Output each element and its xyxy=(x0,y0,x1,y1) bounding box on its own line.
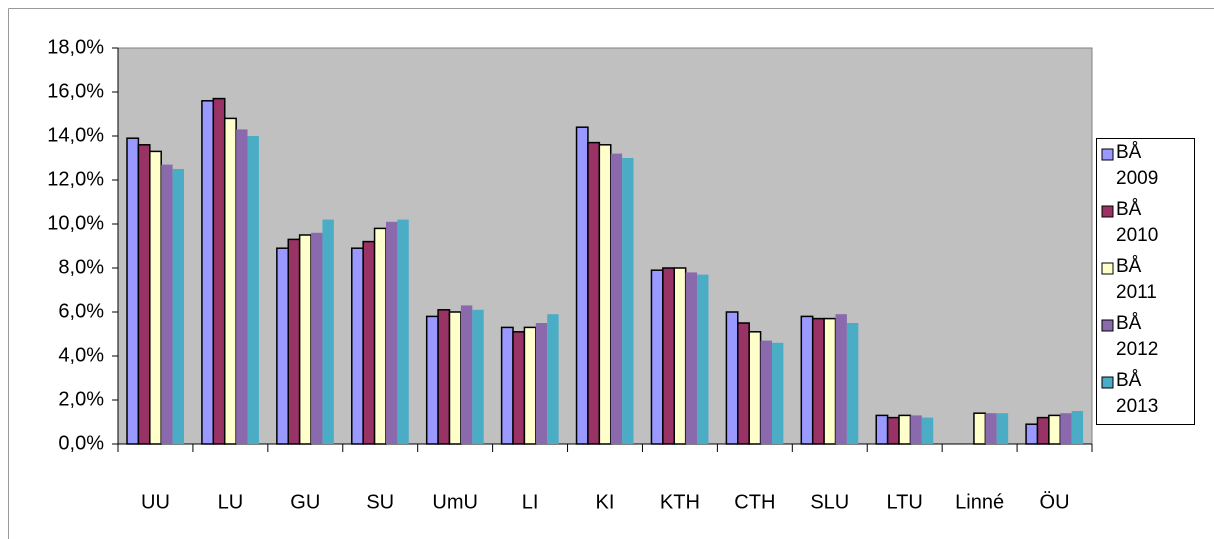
x-tick-label: UmU xyxy=(432,491,478,513)
bar xyxy=(587,141,601,445)
y-tick-label: 2,0% xyxy=(58,388,104,410)
bar xyxy=(748,331,762,445)
bar xyxy=(547,314,559,444)
bar xyxy=(650,269,664,445)
x-tick-label: LU xyxy=(218,491,244,513)
bar xyxy=(172,169,184,444)
bar xyxy=(760,340,772,444)
legend-swatch xyxy=(1101,148,1114,161)
y-tick-label: 4,0% xyxy=(58,344,104,366)
y-tick-label: 0,0% xyxy=(58,432,104,454)
bar xyxy=(823,317,837,445)
x-tick-label: KI xyxy=(596,491,615,513)
bar xyxy=(236,129,248,444)
bar xyxy=(835,314,847,444)
bar xyxy=(351,247,364,445)
x-tick-label: LTU xyxy=(887,491,923,513)
bar xyxy=(500,326,514,445)
y-tick-label: 16,0% xyxy=(47,80,104,102)
bar xyxy=(800,315,814,445)
bar xyxy=(523,326,537,445)
bar xyxy=(846,323,859,444)
bar xyxy=(362,240,376,445)
bar xyxy=(811,317,825,445)
bar xyxy=(223,117,237,445)
x-tick-label: CTH xyxy=(734,491,775,513)
bar xyxy=(298,234,312,445)
x-tick-label: GU xyxy=(290,491,320,513)
bar xyxy=(662,267,676,445)
y-tick-label: 6,0% xyxy=(58,300,104,322)
y-tick-label: 10,0% xyxy=(47,212,104,234)
legend-swatch xyxy=(1101,319,1114,332)
bar xyxy=(311,232,323,444)
bar xyxy=(385,221,398,444)
x-tick-label: SU xyxy=(366,491,394,513)
bar xyxy=(425,315,439,445)
bar xyxy=(373,227,387,445)
bar xyxy=(1036,416,1050,445)
bar xyxy=(460,305,473,444)
bar xyxy=(149,150,162,445)
bar xyxy=(322,219,334,444)
bar xyxy=(448,311,462,445)
bar xyxy=(973,412,987,445)
bar xyxy=(397,219,409,444)
y-tick-label: 18,0% xyxy=(47,36,104,58)
bar xyxy=(725,311,739,445)
bar xyxy=(247,136,259,444)
bar xyxy=(985,413,997,444)
x-tick-label: Linné xyxy=(955,491,1004,513)
x-tick-label: LI xyxy=(522,491,539,513)
bar xyxy=(1071,411,1084,444)
bar xyxy=(472,309,484,444)
legend-label: BÅ 2009 xyxy=(1116,142,1159,189)
x-tick-label: KTH xyxy=(660,491,700,513)
y-tick-label: 8,0% xyxy=(58,256,104,278)
bar xyxy=(1048,414,1062,445)
bar xyxy=(201,100,215,445)
bar xyxy=(1060,413,1072,444)
legend-label: BÅ 2011 xyxy=(1116,256,1157,303)
bar xyxy=(685,272,698,444)
bar xyxy=(276,247,289,445)
bar xyxy=(771,342,784,444)
bar xyxy=(512,331,526,445)
bar xyxy=(886,416,900,445)
legend-label: BÅ 2010 xyxy=(1116,199,1159,246)
bar xyxy=(921,417,934,444)
x-tick-label: UU xyxy=(141,491,170,513)
bar xyxy=(697,274,709,444)
bar xyxy=(126,137,140,445)
bar xyxy=(161,164,173,444)
legend-swatch xyxy=(1101,205,1114,218)
bar xyxy=(737,322,750,445)
bar xyxy=(898,414,912,445)
bar xyxy=(673,267,687,445)
bar xyxy=(287,238,301,445)
legend-swatch xyxy=(1101,376,1114,389)
bar xyxy=(996,413,1009,444)
bar xyxy=(622,158,634,444)
bar xyxy=(598,144,612,445)
x-tick-label: SLU xyxy=(810,491,849,513)
bar xyxy=(535,323,548,444)
legend-label: BÅ 2013 xyxy=(1116,370,1159,417)
bar xyxy=(910,415,922,444)
bar xyxy=(575,126,589,445)
legend-swatch xyxy=(1101,262,1114,275)
y-tick-label: 12,0% xyxy=(47,168,104,190)
bar xyxy=(1025,423,1039,445)
bar xyxy=(212,97,226,445)
x-tick-label: ÖU xyxy=(1040,491,1070,513)
bar xyxy=(610,153,623,444)
legend-label: BÅ 2012 xyxy=(1116,313,1159,360)
bar xyxy=(875,414,889,445)
bar xyxy=(437,309,451,445)
bar xyxy=(137,144,151,445)
y-tick-label: 14,0% xyxy=(47,124,104,146)
